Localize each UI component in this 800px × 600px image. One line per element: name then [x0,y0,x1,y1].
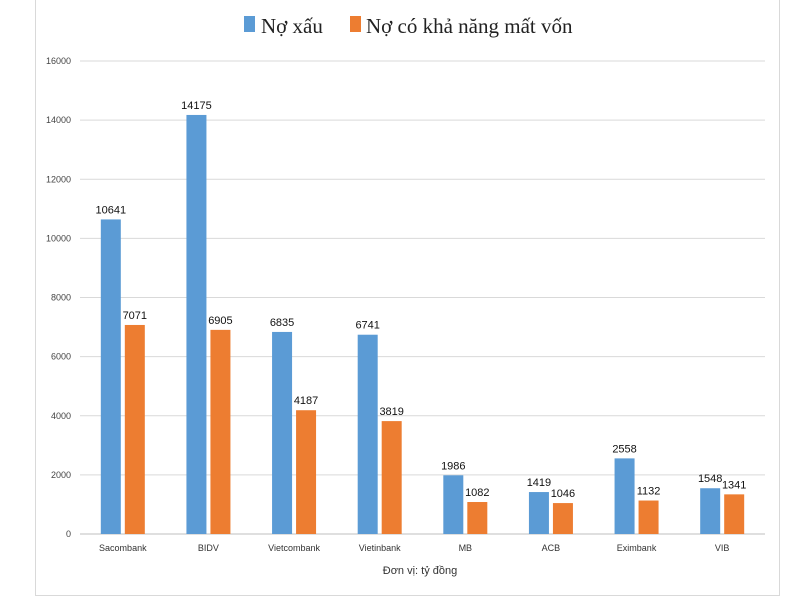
gridlines [80,60,765,535]
x-tick-label-eximbank: Eximbank [617,543,657,553]
bar-vietinbank-series-1 [381,421,402,534]
bar-vib-series-0 [700,488,721,534]
bar-mb-series-0 [443,475,464,534]
y-tick-label: 10000 [46,233,71,243]
bar-sacombank-series-1 [124,324,145,534]
x-tick-label-vietcombank: Vietcombank [268,543,320,553]
data-label: 14175 [181,100,212,112]
bar-vietinbank-series-0 [357,334,378,534]
y-tick-label: 6000 [51,352,71,362]
bar-mb-series-1 [467,502,488,534]
bar-acb-series-1 [552,503,573,534]
data-label: 6835 [270,317,294,329]
data-label: 6741 [355,320,379,332]
x-tick-label-vietinbank: Vietinbank [359,543,401,553]
data-label: 1341 [722,479,746,491]
value-labels: 10641 7071 14175 6905 6835 4187 6741 3819 1986 10… [96,100,747,500]
bar-acb-series-0 [528,492,549,534]
data-label: 2558 [612,443,636,455]
bar-bidv-series-0 [186,114,207,534]
x-tick-label-vib: VIB [715,543,730,553]
data-label: 1046 [551,488,575,500]
data-label: 1419 [527,477,551,489]
y-tick-label: 0 [66,529,71,539]
data-label: 1132 [637,486,661,498]
x-tick-label-acb: ACB [542,543,561,553]
bar-vietcombank-series-1 [296,410,317,534]
legend-label-no-xau: Nợ xấu [261,14,323,38]
legend-swatch-no-xau [244,16,255,32]
legend-swatch-no-co-kha-nang-mat-von [350,16,361,32]
legend-label-no-co-kha-nang-mat-von: Nợ có khả năng mất vốn [366,14,573,38]
legend: Nợ xấu Nợ có khả năng mất vốn [244,14,573,38]
y-tick-label: 16000 [46,56,71,66]
data-label: 1986 [441,460,465,472]
x-axis-categories: Sacombank BIDV Vietcombank Vietinbank MB ACB E… [99,543,729,553]
data-label: 7071 [123,310,147,322]
bar-bidv-series-1 [210,329,231,534]
y-tick-label: 2000 [51,470,71,480]
bar-sacombank-series-0 [100,219,121,535]
y-tick-label: 12000 [46,174,71,184]
y-tick-label: 14000 [46,115,71,125]
bar-eximbank-series-1 [638,500,659,534]
bar-eximbank-series-0 [614,458,635,534]
bars [100,114,745,535]
y-tick-label: 8000 [51,293,71,303]
bar-vietcombank-series-0 [272,331,293,534]
data-label: 6905 [208,315,232,327]
data-label: 1548 [698,473,722,485]
x-tick-label-mb: MB [459,543,473,553]
x-tick-label-bidv: BIDV [198,543,219,553]
chart-frame [35,0,780,596]
data-label: 4187 [294,395,318,407]
data-label: 3819 [379,406,403,418]
x-tick-label-sacombank: Sacombank [99,543,147,553]
y-axis-ticks: 0 2000 4000 6000 8000 10000 12000 14000 16000 [46,56,71,539]
bar-vib-series-1 [724,494,745,534]
data-label: 10641 [96,204,127,216]
x-axis-title: Đơn vị: tỷ đồng [383,565,457,577]
data-label: 1082 [465,487,489,499]
y-tick-label: 4000 [51,411,71,421]
